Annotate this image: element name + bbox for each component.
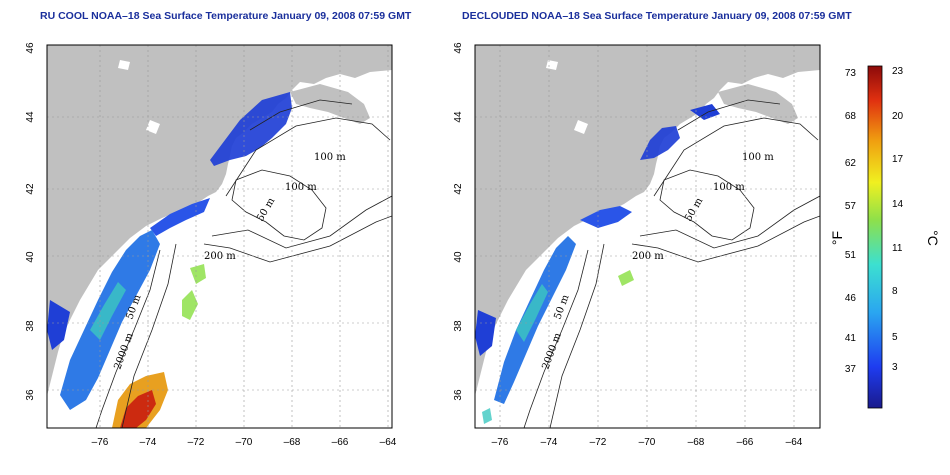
fahrenheit-tick: 62: [845, 158, 857, 169]
right-sst-cold: [640, 126, 680, 160]
right-lon-tick: –68: [688, 437, 705, 448]
right-lat-tick: 38: [453, 320, 464, 332]
left-lon-tick: –68: [284, 437, 301, 448]
left-lat-tick: 46: [25, 42, 36, 54]
fahrenheit-unit-label: °F: [829, 231, 845, 245]
celsius-tick: 20: [892, 111, 904, 122]
left-contour-label-100m-a: 100 m: [314, 152, 346, 163]
right-lon-tick: –76: [492, 437, 509, 448]
celsius-tick: 17: [892, 154, 904, 165]
left-map-title: RU COOL NOAA–18 Sea Surface Temperature …: [40, 10, 412, 22]
right-map-frame: [474, 44, 821, 429]
right-lon-tick: –70: [639, 437, 656, 448]
right-contour-label-100m-b: 100 m: [713, 182, 745, 193]
celsius-tick: 11: [892, 243, 903, 254]
left-lon-tick: –64: [380, 437, 397, 448]
left-lat-tick: 40: [25, 251, 36, 263]
left-lat-tick: 42: [25, 183, 36, 195]
right-sst-warm: [618, 270, 634, 286]
right-lon-tick: –74: [541, 437, 558, 448]
right-contour-label-200m: 200 m: [632, 251, 664, 262]
right-contours: [523, 99, 820, 428]
left-contour-label-200m: 200 m: [204, 251, 236, 262]
right-lat-tick: 46: [453, 42, 464, 54]
celsius-tick: 3: [892, 362, 898, 373]
fahrenheit-tick: 68: [845, 111, 857, 122]
colorbar-celsius-ticks: 23 20 17 14 11 8 5 3: [892, 66, 904, 373]
left-lat-tick: 36: [25, 389, 36, 401]
left-lon-tick: –70: [236, 437, 253, 448]
fahrenheit-tick: 37: [845, 364, 857, 375]
celsius-tick: 5: [892, 332, 898, 343]
left-contours: [95, 99, 392, 428]
left-map: [47, 45, 392, 428]
left-lon-tick: –76: [92, 437, 109, 448]
right-map-title: DECLOUDED NOAA–18 Sea Surface Temperatur…: [462, 10, 852, 22]
right-lat-tick: 44: [453, 111, 464, 123]
fahrenheit-tick: 73: [845, 68, 857, 79]
left-lat-axis: 36 38 40 42 44 46: [25, 42, 36, 401]
fahrenheit-tick: 41: [845, 333, 857, 344]
left-land: [47, 45, 392, 396]
fahrenheit-tick: 46: [845, 293, 857, 304]
right-lon-tick: –64: [786, 437, 803, 448]
colorbar-fahrenheit-ticks: 73 68 62 57 51 46 41 37: [845, 68, 857, 375]
right-lon-tick: –72: [590, 437, 607, 448]
right-grid: [475, 45, 820, 428]
fahrenheit-tick: 51: [845, 250, 857, 261]
right-lon-tick: –66: [737, 437, 754, 448]
left-map-frame: [46, 44, 393, 429]
left-lon-tick: –66: [332, 437, 349, 448]
colorbar: [867, 65, 883, 409]
fahrenheit-tick: 57: [845, 201, 857, 212]
left-lat-tick: 38: [25, 320, 36, 332]
left-lon-tick: –74: [140, 437, 157, 448]
right-land: [475, 45, 820, 396]
celsius-tick: 14: [892, 199, 904, 210]
celsius-tick: 23: [892, 66, 904, 77]
left-grid: [47, 45, 392, 428]
right-lon-axis: –76 –74 –72 –70 –68 –66 –64: [492, 437, 803, 448]
right-lat-tick: 40: [453, 251, 464, 263]
right-lat-axis: 36 38 40 42 44 46: [453, 42, 464, 401]
right-contour-label-100m-a: 100 m: [742, 152, 774, 163]
celsius-tick: 8: [892, 286, 898, 297]
left-contour-label-100m-b: 100 m: [285, 182, 317, 193]
celsius-unit-label: °C: [925, 230, 941, 246]
left-lon-axis: –76 –74 –72 –70 –68 –66 –64: [92, 437, 397, 448]
left-lat-tick: 44: [25, 111, 36, 123]
right-map: [475, 45, 820, 428]
right-lat-tick: 42: [453, 183, 464, 195]
right-lat-tick: 36: [453, 389, 464, 401]
left-lon-tick: –72: [188, 437, 205, 448]
